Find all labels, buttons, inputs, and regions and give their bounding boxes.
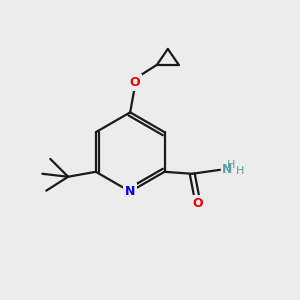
Text: O: O [192,197,202,210]
Text: O: O [130,76,140,89]
Text: N: N [222,163,232,176]
Text: H: H [236,166,244,176]
Text: N: N [125,185,135,198]
Text: H: H [227,160,235,170]
